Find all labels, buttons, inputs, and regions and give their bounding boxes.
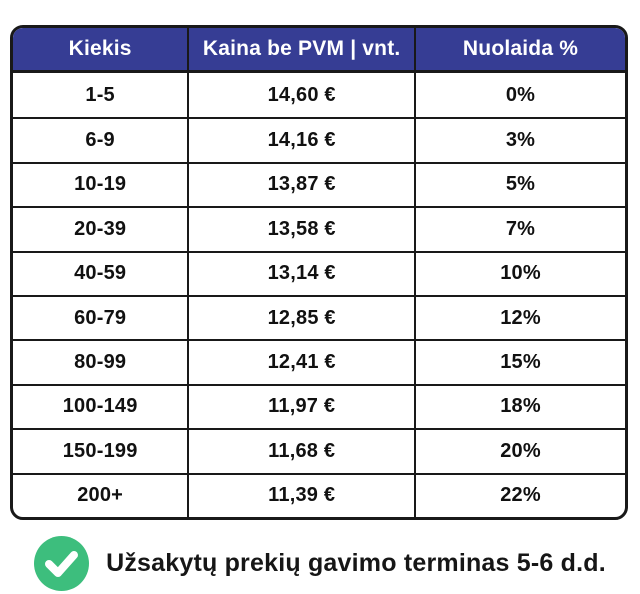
table-row: 40-59 13,14 € 10%	[13, 250, 625, 295]
table-row: 20-39 13,58 € 7%	[13, 206, 625, 251]
table-row: 80-99 12,41 € 15%	[13, 339, 625, 384]
quantity-discount-table: Kiekis Kaina be PVM | vnt. Nuolaida % 1-…	[10, 25, 628, 520]
table-row: 100-149 11,97 € 18%	[13, 383, 625, 429]
header-quantity: Kiekis	[68, 37, 132, 60]
table-row: 10-19 13,87 € 5%	[13, 161, 625, 207]
table-header-row: Kiekis Kaina be PVM | vnt. Nuolaida %	[13, 28, 625, 73]
table-row: 1-5 14,60 € 0%	[13, 73, 625, 118]
table-row: 150-199 11,68 € 20%	[13, 428, 625, 473]
price-cell: 12,85 €	[187, 297, 414, 340]
table-row: 200+ 11,39 € 22%	[13, 472, 625, 517]
discount-cell: 0%	[414, 73, 625, 118]
discount-cell: 15%	[414, 341, 625, 384]
discount-cell: 5%	[414, 163, 625, 207]
quantity-cell: 6-9	[85, 129, 115, 152]
discount-cell: 12%	[414, 297, 625, 340]
quantity-cell: 1-5	[85, 83, 115, 106]
discount-cell: 7%	[414, 208, 625, 251]
quantity-cell: 100-149	[62, 395, 138, 418]
quantity-cell: 40-59	[74, 262, 127, 285]
price-cell: 11,97 €	[187, 385, 414, 429]
price-cell: 14,60 €	[187, 73, 414, 118]
discount-cell: 22%	[414, 474, 625, 517]
price-cell: 13,87 €	[187, 163, 414, 207]
check-circle-icon	[34, 535, 90, 591]
quantity-cell: 200+	[77, 484, 124, 507]
price-cell: 12,41 €	[187, 341, 414, 384]
price-cell: 14,16 €	[187, 119, 414, 162]
quantity-cell: 60-79	[74, 306, 127, 329]
price-cell: 11,68 €	[187, 430, 414, 473]
price-cell: 13,14 €	[187, 252, 414, 295]
discount-cell: 3%	[414, 119, 625, 162]
table-row: 60-79 12,85 € 12%	[13, 295, 625, 340]
price-cell: 11,39 €	[187, 474, 414, 517]
quantity-cell: 10-19	[74, 173, 127, 196]
discount-cell: 10%	[414, 252, 625, 295]
header-discount: Nuolaida %	[414, 28, 625, 70]
discount-cell: 20%	[414, 430, 625, 473]
header-price: Kaina be PVM | vnt.	[187, 28, 414, 70]
price-cell: 13,58 €	[187, 208, 414, 251]
delivery-note-text: Užsakytų prekių gavimo terminas 5-6 d.d.	[106, 548, 606, 577]
table-row: 6-9 14,16 € 3%	[13, 117, 625, 162]
discount-cell: 18%	[414, 385, 625, 429]
quantity-cell: 150-199	[62, 439, 138, 462]
delivery-note: Užsakytų prekių gavimo terminas 5-6 d.d.	[0, 534, 640, 592]
quantity-cell: 20-39	[74, 217, 127, 240]
quantity-cell: 80-99	[74, 351, 127, 374]
